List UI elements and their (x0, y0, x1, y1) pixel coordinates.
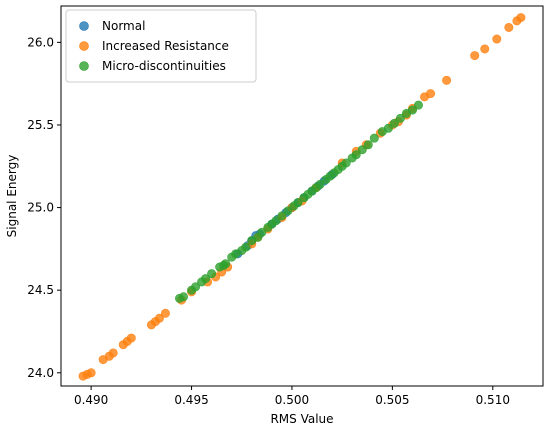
legend: Normal Increased Resistance Micro-disconti… (65, 9, 257, 83)
y-axis: 24.0 24.5 25.0 25.5 26.0 (27, 35, 61, 380)
legend-marker (79, 21, 89, 31)
data-point (277, 211, 287, 221)
data-point (191, 282, 201, 292)
data-point (426, 89, 436, 99)
y-tick-label: 25.0 (27, 201, 54, 215)
data-point (389, 118, 399, 128)
x-tick-label: 0.495 (174, 393, 208, 407)
data-point (271, 216, 281, 226)
data-point (504, 22, 514, 32)
y-axis-label: Signal Energy (5, 155, 19, 238)
data-point (357, 145, 367, 155)
data-point (283, 206, 293, 216)
data-point (293, 198, 303, 208)
data-point (241, 242, 251, 252)
data-point (369, 133, 379, 143)
data-point (179, 292, 189, 302)
data-point (492, 34, 502, 44)
x-axis: 0.490 0.495 0.500 0.505 0.510 (74, 386, 510, 407)
points-layer (78, 13, 526, 381)
x-tick-label: 0.505 (375, 393, 409, 407)
data-point (442, 75, 452, 85)
data-point (86, 368, 96, 378)
data-point (351, 150, 361, 160)
series-micro-discontinuities (174, 100, 423, 303)
data-point (257, 227, 267, 237)
y-tick-label: 24.5 (27, 283, 54, 297)
data-point (315, 179, 325, 189)
plot-frame (60, 5, 544, 387)
data-point (516, 13, 526, 23)
y-tick-label: 25.5 (27, 118, 54, 132)
data-point (480, 44, 490, 54)
legend-label: Micro-discontinuities (102, 59, 226, 73)
data-point (160, 308, 170, 318)
data-point (126, 333, 136, 343)
data-point (383, 123, 393, 133)
legend-marker (79, 41, 89, 51)
data-point (413, 100, 423, 110)
legend-label: Increased Resistance (102, 39, 229, 53)
data-point (154, 313, 164, 323)
data-point (407, 105, 417, 115)
legend-box (65, 9, 257, 83)
x-axis-label: RMS Value (270, 412, 333, 426)
x-tick-label: 0.490 (74, 393, 108, 407)
legend-label: Normal (102, 19, 145, 33)
data-point (108, 348, 118, 358)
data-point (221, 259, 231, 269)
x-tick-label: 0.500 (275, 393, 309, 407)
data-point (201, 274, 211, 284)
data-point (341, 158, 351, 168)
data-point (395, 113, 405, 123)
x-tick-label: 0.510 (476, 393, 510, 407)
legend-marker (79, 61, 89, 71)
data-point (207, 269, 217, 279)
data-point (470, 51, 480, 61)
y-tick-label: 24.0 (27, 366, 54, 380)
data-point (363, 140, 373, 150)
y-tick-label: 26.0 (27, 35, 54, 49)
